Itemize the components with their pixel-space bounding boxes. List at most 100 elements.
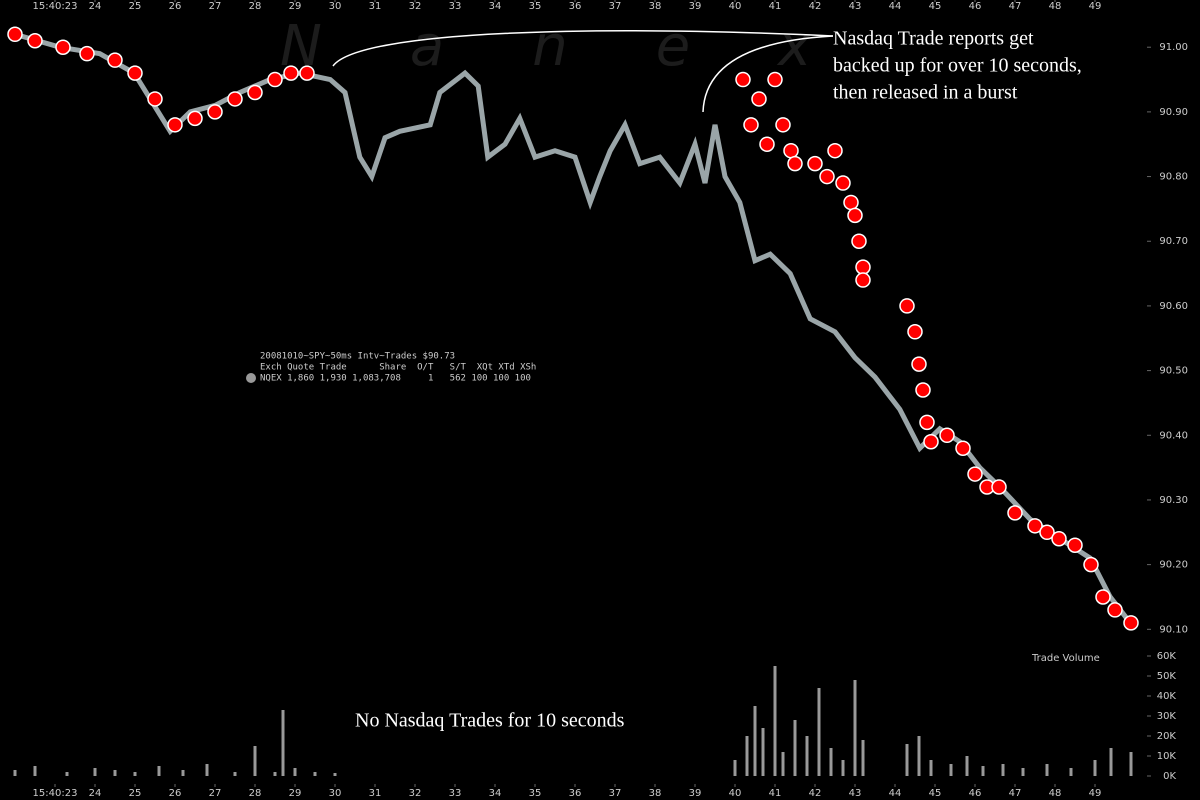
annotation: backed up for over 10 seconds, (833, 55, 1082, 77)
annotation: then released in a burst (833, 82, 1018, 104)
volume-bar (753, 706, 757, 776)
y-tick-label: 90.10 (1159, 624, 1188, 635)
x-tick-label: 24 (89, 1, 102, 12)
trade-dot (7, 26, 23, 43)
trade-dot (283, 65, 299, 81)
trade-dot (939, 427, 955, 444)
volume-bar (917, 736, 921, 776)
y-tick-label: 30K (1157, 711, 1177, 722)
x-tick-label: 25 (129, 1, 142, 12)
x-tick-label: 47 (1009, 1, 1022, 12)
trade-dot (1067, 537, 1083, 553)
volume-bar (293, 768, 297, 776)
volume-bar (253, 746, 257, 776)
x-tick-label: 44 (889, 788, 902, 799)
volume-bar (817, 688, 821, 776)
volume-bar (1021, 768, 1025, 776)
trade-dot (1123, 615, 1139, 631)
volume-bar (1109, 748, 1113, 776)
x-tick-label: 41 (769, 788, 782, 799)
volume-bar (333, 773, 337, 776)
y-tick-label: 90.70 (1159, 236, 1188, 247)
volume-bar (93, 768, 97, 776)
x-tick-label: 35 (529, 788, 542, 799)
trade-dot (967, 466, 983, 482)
trade-dot (775, 117, 791, 133)
volume-bar (761, 728, 765, 776)
volume-bar (313, 772, 317, 776)
x-tick-label: 43 (849, 1, 862, 12)
info-marker (246, 373, 256, 383)
x-tick-label: 30 (329, 788, 342, 799)
trade-dot (807, 155, 823, 172)
trade-dot (907, 324, 923, 340)
volume-bar (1093, 760, 1097, 776)
trade-dot (843, 194, 859, 211)
x-tick-label: 38 (649, 788, 662, 799)
trade-dot (991, 479, 1007, 495)
x-tick-label: 47 (1009, 788, 1022, 799)
volume-bar (733, 760, 737, 776)
annotation: No Nasdaq Trades for 10 seconds (355, 710, 625, 732)
volume-bar (181, 770, 185, 776)
x-tick-label: 45 (929, 1, 942, 12)
volume-bar (133, 772, 137, 776)
x-tick-label: 27 (209, 1, 222, 12)
x-tick-label: 40 (729, 788, 742, 799)
trade-dot (227, 91, 243, 107)
y-tick-label: 90.40 (1159, 430, 1188, 441)
trade-dot (1083, 556, 1099, 573)
x-tick-label: 26 (169, 788, 182, 799)
trade-dot (1107, 602, 1123, 618)
y-tick-label: 50K (1157, 671, 1177, 682)
trade-dot (767, 71, 783, 88)
y-tick-label: 90.50 (1159, 366, 1188, 377)
volume-bar (65, 772, 69, 776)
x-tick-label: 30 (329, 1, 342, 12)
trade-dot (55, 39, 71, 55)
trade-dot (923, 433, 939, 450)
x-tick-label: 32 (409, 788, 422, 799)
x-tick-label: 49 (1089, 788, 1102, 799)
volume-bar (949, 764, 953, 776)
trade-dot (835, 175, 851, 191)
x-tick-label: 25 (129, 788, 142, 799)
trade-dot (1027, 518, 1043, 534)
volume-bar (1069, 768, 1073, 776)
trade-dot (247, 84, 263, 101)
trade-dot (899, 298, 915, 314)
volume-bar (745, 736, 749, 776)
y-tick-label: 60K (1157, 651, 1177, 662)
trade-dot (847, 207, 863, 224)
trade-dot (819, 168, 835, 185)
x-tick-label: 46 (969, 788, 982, 799)
y-tick-label: 90.80 (1159, 172, 1188, 183)
info-header: Exch Quote Trade Share O/T S/T XQt XTd X… (260, 363, 536, 373)
trade-dot (855, 272, 871, 288)
y-tick-label: 90.60 (1159, 301, 1188, 312)
x-tick-label: 29 (289, 1, 302, 12)
volume-bar (981, 766, 985, 776)
trade-dot (1039, 524, 1055, 541)
x-tick-label: 37 (609, 1, 622, 12)
volume-bar (233, 772, 237, 776)
volume-bar (805, 736, 809, 776)
volume-bar (281, 710, 285, 776)
trade-dot (167, 117, 183, 133)
x-tick-label: 26 (169, 1, 182, 12)
x-tick-label: 48 (1049, 1, 1062, 12)
annotation-arrow (702, 35, 834, 113)
x-tick-label: 46 (969, 1, 982, 12)
x-tick-label: 39 (689, 1, 702, 12)
y-tick-label: 0K (1163, 771, 1176, 782)
y-tick-label: 91.00 (1159, 42, 1188, 53)
trade-dot (1095, 589, 1111, 605)
x-tick-label: 37 (609, 788, 622, 799)
x-tick-label: 49 (1089, 1, 1102, 12)
info-row: NQEX 1,860 1,930 1,083,708 1 562 100 100… (260, 374, 531, 384)
y-tick-label: 90.30 (1159, 495, 1188, 506)
trade-dot (107, 52, 123, 68)
volume-bar (861, 740, 865, 776)
volume-bar (13, 770, 17, 776)
volume-bar (205, 764, 209, 776)
